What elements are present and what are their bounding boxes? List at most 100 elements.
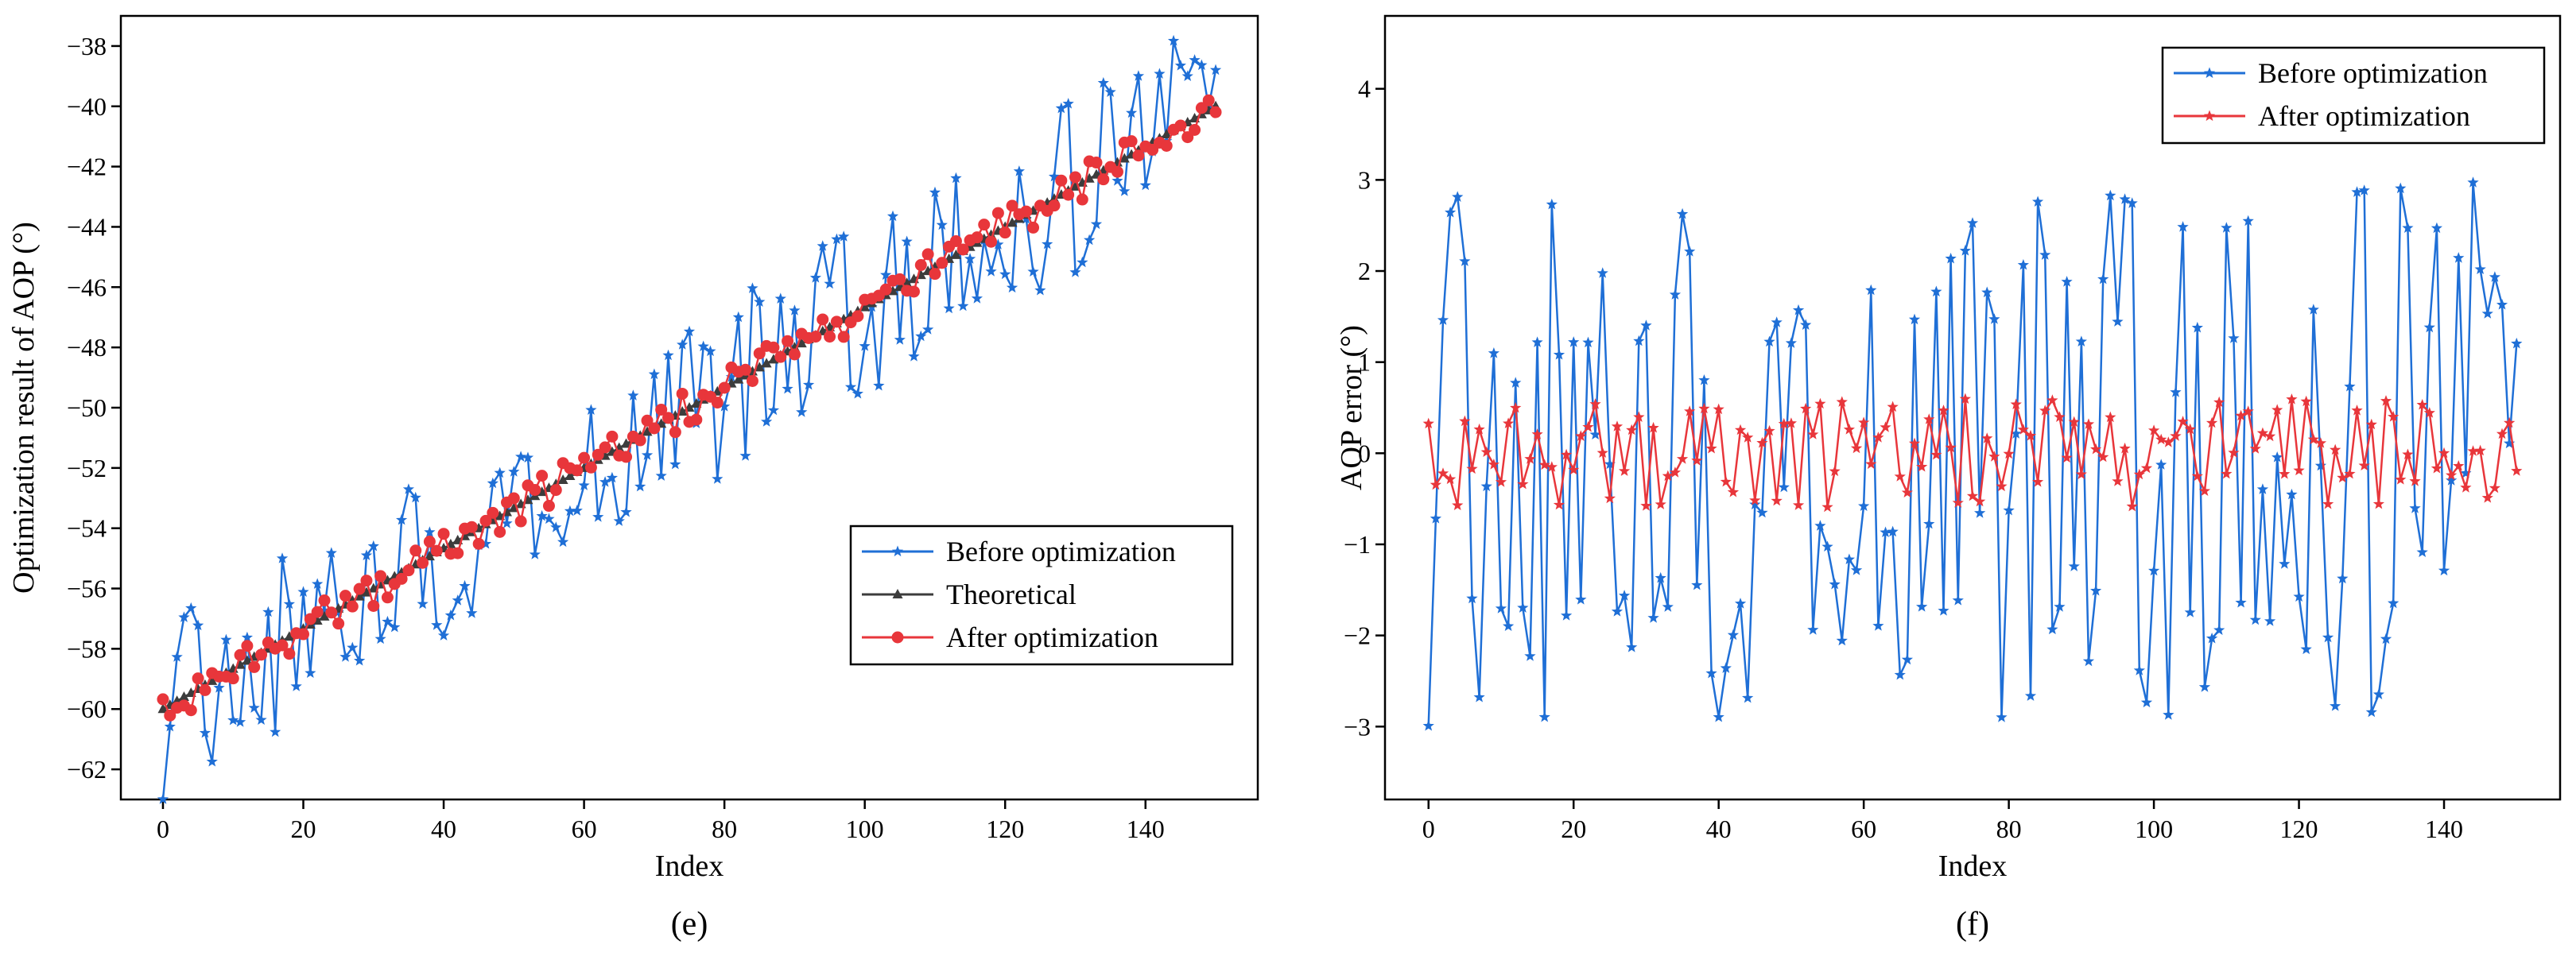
data-point	[1655, 498, 1666, 509]
data-point	[999, 268, 1011, 280]
data-point	[452, 594, 464, 606]
data-point	[746, 374, 758, 387]
data-point	[508, 466, 520, 477]
data-point	[409, 544, 422, 557]
data-point	[2453, 460, 2465, 471]
data-point	[1538, 459, 1550, 470]
data-point	[1422, 719, 1434, 731]
data-point	[1742, 691, 1754, 703]
data-point	[683, 325, 696, 337]
data-point	[1691, 455, 1703, 466]
data-point	[1553, 348, 1565, 360]
data-point	[2293, 590, 2305, 602]
data-point	[2068, 416, 2080, 428]
data-point	[2330, 700, 2341, 711]
data-point	[1807, 624, 1819, 635]
data-point	[1981, 286, 1993, 298]
panel-label: (e)	[671, 906, 708, 943]
series-after-optimization	[1422, 393, 2523, 513]
data-point	[1807, 428, 1819, 439]
data-point	[2351, 405, 2363, 416]
data-point	[1055, 102, 1067, 114]
data-point	[2082, 418, 2095, 429]
data-point	[655, 470, 667, 481]
data-point	[1097, 77, 1109, 88]
x-tick-label: 120	[986, 815, 1024, 843]
data-point	[2054, 411, 2066, 422]
data-point	[2105, 411, 2116, 423]
data-point	[2228, 447, 2240, 458]
x-axis-label: Index	[1938, 850, 2008, 883]
data-point	[1452, 499, 1464, 510]
data-point	[2148, 564, 2160, 576]
data-point	[2155, 459, 2167, 470]
data-point	[2279, 468, 2291, 479]
data-point	[2133, 664, 2145, 675]
data-point	[2235, 409, 2247, 421]
legend-marker	[892, 589, 903, 598]
data-point	[1676, 453, 1689, 464]
data-point	[571, 464, 584, 477]
data-point	[1480, 480, 1492, 492]
data-point	[494, 525, 506, 538]
data-point	[1062, 98, 1074, 109]
data-point	[1720, 475, 1732, 487]
data-point	[1763, 335, 1775, 347]
data-point	[2046, 394, 2058, 405]
data-point	[1097, 173, 1110, 186]
data-point	[2184, 423, 2196, 435]
data-point	[978, 219, 991, 231]
data-point	[325, 547, 337, 558]
y-tick-label: −52	[67, 454, 107, 482]
data-point	[557, 474, 568, 485]
data-point	[171, 651, 183, 662]
data-point	[270, 726, 281, 737]
data-point	[1901, 653, 1913, 665]
data-point	[2061, 451, 2073, 463]
data-point	[318, 604, 331, 616]
legend-label: Before optimization	[2258, 57, 2488, 89]
x-tick-label: 0	[157, 815, 169, 843]
data-point	[1865, 284, 1877, 296]
data-point	[894, 273, 906, 285]
data-point	[718, 381, 731, 394]
data-point	[339, 590, 351, 602]
data-point	[1836, 396, 1848, 407]
data-point	[2097, 451, 2109, 463]
data-point	[1111, 165, 1123, 178]
data-point	[2460, 482, 2472, 493]
data-point	[2010, 398, 2022, 409]
data-point	[1698, 402, 1710, 414]
data-point	[739, 450, 751, 461]
data-point	[199, 683, 211, 696]
data-point	[1800, 319, 1812, 330]
data-point	[2460, 467, 2472, 478]
data-point	[2198, 485, 2211, 496]
x-tick-label: 80	[712, 815, 737, 843]
data-point	[768, 354, 779, 364]
data-point	[880, 269, 892, 281]
data-point	[1503, 620, 1515, 631]
data-point	[1048, 199, 1061, 212]
data-point	[1517, 478, 1529, 490]
data-point	[901, 235, 913, 247]
data-point	[1473, 691, 1485, 703]
data-point	[1006, 199, 1018, 212]
data-point	[2409, 502, 2421, 513]
data-point	[1174, 119, 1187, 132]
data-point	[676, 387, 689, 400]
data-point	[747, 282, 758, 293]
data-point	[1945, 253, 1957, 264]
data-point	[1034, 284, 1046, 296]
data-point	[2213, 396, 2225, 408]
x-tick-label: 0	[1422, 815, 1435, 843]
data-point	[2431, 462, 2442, 474]
data-point	[2344, 467, 2356, 479]
data-point	[908, 350, 920, 362]
data-point	[1459, 415, 1471, 427]
data-point	[2039, 249, 2051, 260]
data-point	[389, 621, 401, 633]
data-point	[1111, 175, 1123, 186]
data-point	[956, 243, 969, 256]
